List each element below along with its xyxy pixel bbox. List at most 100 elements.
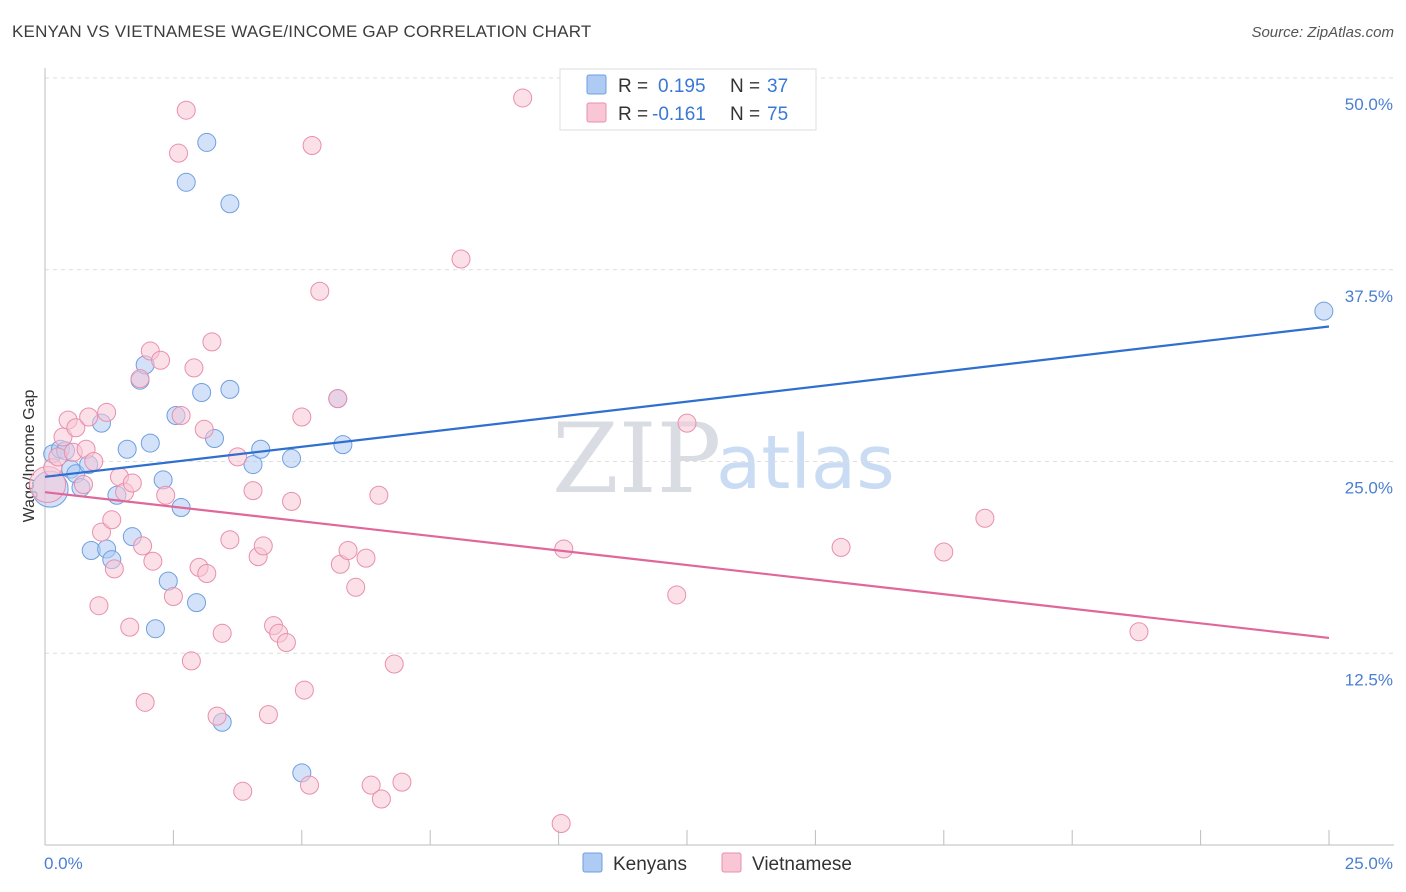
vietnamese-point[interactable] <box>292 407 312 427</box>
vietnamese-point[interactable] <box>163 586 183 606</box>
vietnamese-point[interactable] <box>677 413 697 433</box>
vietnamese-point[interactable] <box>1129 622 1149 642</box>
vietnamese-point[interactable] <box>102 510 122 530</box>
vietnamese-point[interactable] <box>975 508 995 528</box>
stats-legend: R = 0.195 N = 37 R = -0.161 N = 75 <box>559 68 817 131</box>
vietnamese-point[interactable] <box>169 143 189 163</box>
vietnamese-point[interactable] <box>104 559 124 579</box>
kenyans-point[interactable] <box>117 439 137 459</box>
vietnamese-point[interactable] <box>384 654 404 674</box>
vietnamese-point[interactable] <box>294 680 314 700</box>
chart-title: KENYAN VS VIETNAMESE WAGE/INCOME GAP COR… <box>12 22 592 41</box>
vietnamese-point[interactable] <box>194 419 214 439</box>
x-tick-label-max: 25.0% <box>1345 854 1393 873</box>
vietnamese-point[interactable] <box>276 633 296 653</box>
kenyans-n-label: N = <box>730 76 760 97</box>
vietnamese-point[interactable] <box>212 623 232 643</box>
vietnamese-point[interactable] <box>392 772 412 792</box>
vietnamese-point[interactable] <box>122 473 142 493</box>
vietnamese-point[interactable] <box>369 485 389 505</box>
vietnamese-point[interactable] <box>233 781 253 801</box>
vietnamese-point[interactable] <box>346 577 366 597</box>
vietnamese-point[interactable] <box>79 407 99 427</box>
vietnamese-point[interactable] <box>551 814 571 834</box>
vietnamese-point[interactable] <box>176 100 196 120</box>
kenyans-legend-swatch <box>586 74 607 95</box>
kenyans-trend-line <box>44 325 1330 478</box>
trend-lines <box>44 325 1330 640</box>
vietnamese-point[interactable] <box>66 418 86 438</box>
kenyans-point[interactable] <box>333 435 353 455</box>
vietnamese-point[interactable] <box>120 617 140 637</box>
vietnamese-point[interactable] <box>151 350 171 370</box>
vietnamese-point[interactable] <box>143 551 163 571</box>
kenyans-point[interactable] <box>176 172 196 192</box>
vietnamese-point[interactable] <box>228 447 248 467</box>
kenyans-point[interactable] <box>197 132 217 152</box>
vietnamese-r-value: -0.161 <box>652 104 706 125</box>
vietnamese-point[interactable] <box>831 537 851 557</box>
vietnamese-point[interactable] <box>282 491 302 511</box>
vietnamese-point[interactable] <box>97 402 117 422</box>
kenyans-n-value: 37 <box>767 76 788 97</box>
vietnamese-point[interactable] <box>91 522 111 542</box>
y-tick-labels: 12.5% 25.0% 37.5% 50.0% <box>1345 95 1393 689</box>
vietnamese-series-label[interactable]: Vietnamese <box>752 854 852 875</box>
grid-lines <box>45 77 1394 654</box>
kenyans-point[interactable] <box>140 433 160 453</box>
vietnamese-series-swatch[interactable] <box>721 852 742 873</box>
vietnamese-point[interactable] <box>371 789 391 809</box>
vietnamese-point[interactable] <box>338 540 358 560</box>
y-tick-label: 12.5% <box>1345 670 1393 689</box>
vietnamese-point[interactable] <box>181 651 201 671</box>
vietnamese-point[interactable] <box>302 135 322 155</box>
vietnamese-n-value: 75 <box>767 104 788 125</box>
vietnamese-point[interactable] <box>513 88 533 108</box>
vietnamese-point[interactable] <box>84 452 104 471</box>
vietnamese-point[interactable] <box>220 530 240 550</box>
vietnamese-point[interactable] <box>135 692 155 712</box>
kenyans-point[interactable] <box>243 455 263 475</box>
vietnamese-point[interactable] <box>171 405 191 425</box>
kenyans-point[interactable] <box>187 593 207 613</box>
kenyans-point[interactable] <box>251 439 271 459</box>
vietnamese-point[interactable] <box>934 542 954 562</box>
x-tick-label-min: 0.0% <box>44 854 83 873</box>
vietnamese-point[interactable] <box>130 369 150 389</box>
vietnamese-point[interactable] <box>356 548 376 568</box>
vietnamese-n-label: N = <box>730 104 760 125</box>
kenyans-point[interactable] <box>220 194 240 214</box>
vietnamese-point[interactable] <box>133 536 153 556</box>
series-legend: Kenyans Vietnamese <box>582 852 852 875</box>
source-credit: Source: ZipAtlas.com <box>1251 24 1394 41</box>
vietnamese-point[interactable] <box>253 536 273 556</box>
vietnamese-point[interactable] <box>74 475 94 495</box>
vietnamese-point[interactable] <box>202 332 222 352</box>
vietnamese-point[interactable] <box>328 389 348 409</box>
kenyans-point[interactable] <box>220 379 240 399</box>
vietnamese-point[interactable] <box>156 485 176 505</box>
vietnamese-point[interactable] <box>207 706 227 726</box>
vietnamese-point[interactable] <box>243 481 263 501</box>
kenyans-series-swatch[interactable] <box>582 852 603 873</box>
vietnamese-point[interactable] <box>667 585 687 605</box>
vietnamese-point[interactable] <box>451 249 471 269</box>
kenyans-point[interactable] <box>1314 301 1334 321</box>
kenyans-series-label[interactable]: Kenyans <box>613 854 687 875</box>
vietnamese-point[interactable] <box>89 596 109 616</box>
vietnamese-point[interactable] <box>197 563 217 583</box>
y-axis-label: Wage/Income Gap <box>21 390 38 523</box>
vietnamese-point[interactable] <box>361 775 381 795</box>
vietnamese-point[interactable] <box>184 358 204 378</box>
kenyans-r-label: R = <box>618 76 648 97</box>
kenyans-point[interactable] <box>145 619 165 639</box>
kenyans-point[interactable] <box>192 382 212 402</box>
vietnamese-point[interactable] <box>300 775 320 795</box>
kenyans-point[interactable] <box>282 448 302 468</box>
vietnamese-point[interactable] <box>554 539 574 559</box>
vietnamese-point[interactable] <box>310 281 330 301</box>
kenyans-r-value: 0.195 <box>658 76 706 97</box>
vietnamese-point[interactable] <box>258 705 278 725</box>
watermark-atlas: atlas <box>716 420 895 506</box>
